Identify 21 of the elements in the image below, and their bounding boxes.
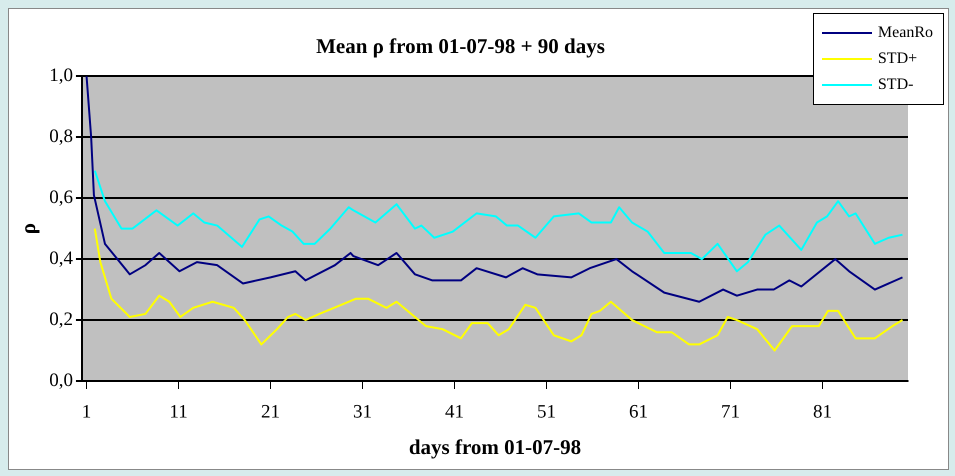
legend-label: STD- [878, 76, 914, 94]
x-axis-title: days from 01-07-98 [408, 434, 582, 459]
x-tick-label: 21 [261, 401, 280, 422]
chart-title: Mean ρ from 01-07-98 + 90 days [316, 34, 605, 58]
y-tick-label: 1,0 [49, 65, 73, 86]
y-tick-label: 0,0 [49, 370, 73, 391]
x-tick-label: 41 [445, 401, 464, 422]
legend-label: STD+ [878, 50, 918, 68]
x-tick-label: 31 [353, 401, 372, 422]
x-tick-label: 51 [536, 401, 556, 422]
x-tick-label: 61 [628, 401, 648, 422]
y-tick-label: 0,4 [49, 248, 74, 270]
x-tick-label: 71 [720, 401, 740, 422]
y-tick-label: 0,2 [49, 309, 73, 330]
x-tick-label: 11 [169, 401, 188, 422]
x-tick-label: 81 [812, 401, 832, 422]
y-tick-label: 0,8 [49, 126, 73, 148]
x-tick-label: 1 [82, 401, 92, 422]
legend-label: MeanRo [878, 24, 933, 42]
y-axis-title: ρ [16, 222, 40, 234]
y-tick-label: 0,6 [49, 187, 73, 208]
